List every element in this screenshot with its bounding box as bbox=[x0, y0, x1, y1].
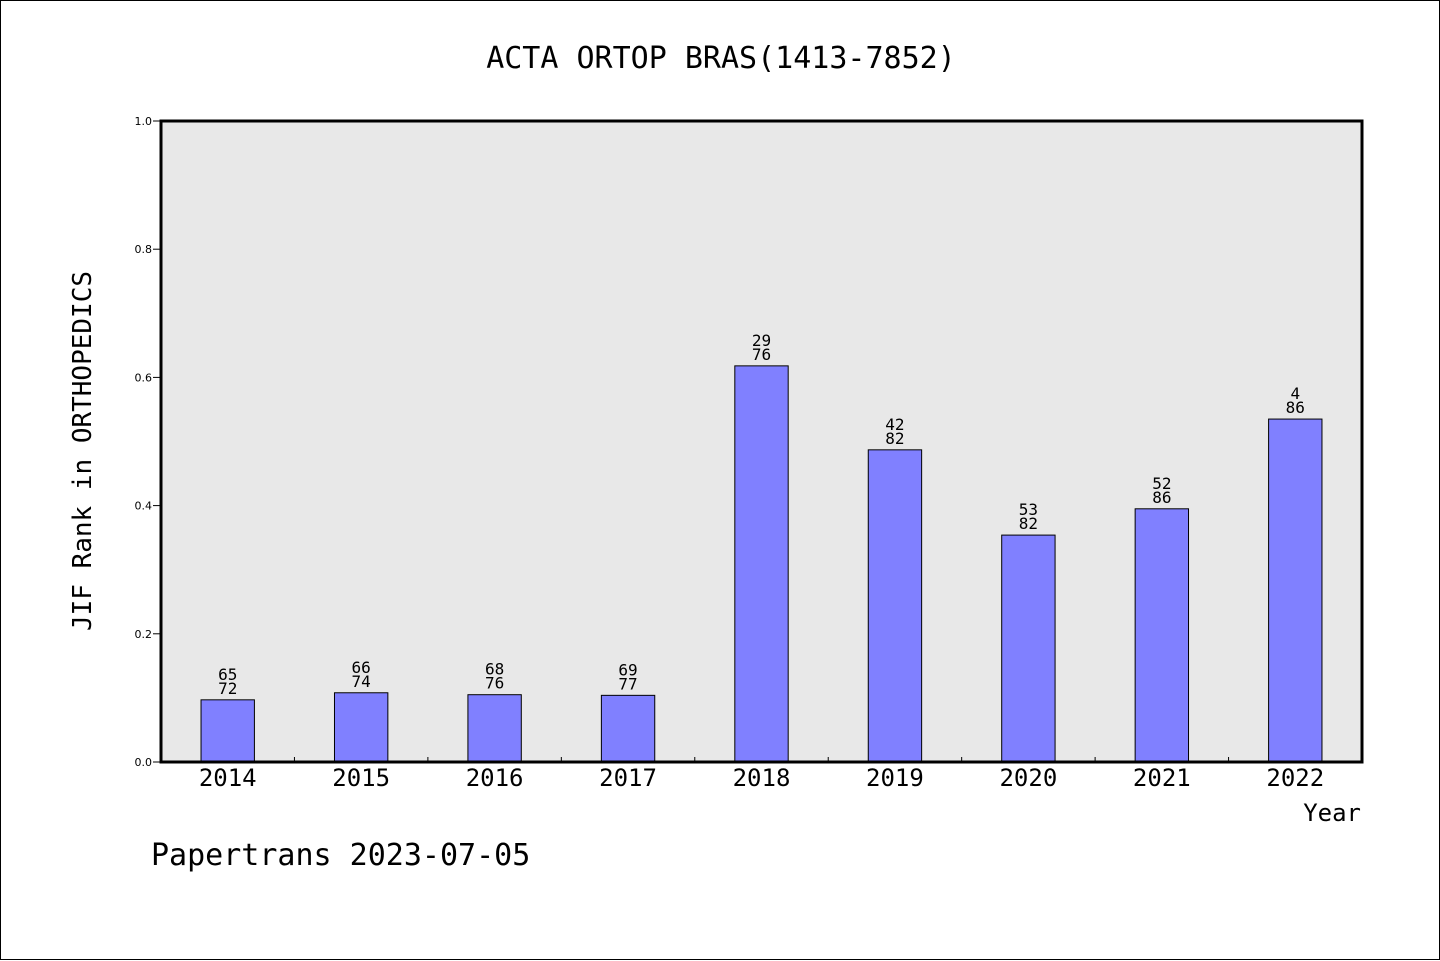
bar-2017 bbox=[600, 694, 656, 763]
bar-2021 bbox=[1134, 508, 1190, 763]
x-tick-label-2016: 2016 bbox=[466, 764, 524, 792]
plot-border bbox=[159, 119, 1364, 764]
data-label-total-2016: 76 bbox=[485, 674, 504, 693]
y-tick-label-0.0: 0.0 bbox=[135, 756, 153, 769]
y-tick-label-0.4: 0.4 bbox=[135, 500, 153, 513]
data-label-total-2022: 86 bbox=[1286, 398, 1305, 417]
data-label-total-2017: 77 bbox=[618, 674, 637, 693]
x-axis-label: Year bbox=[1303, 799, 1361, 827]
data-label-rank-2019: 42 bbox=[885, 415, 904, 434]
data-label-rank-2015: 66 bbox=[352, 658, 371, 677]
bar-2019 bbox=[867, 449, 923, 763]
y-tick-label-0.2: 0.2 bbox=[135, 628, 153, 641]
data-label-total-2019: 82 bbox=[885, 429, 904, 448]
x-tick-label-2020: 2020 bbox=[999, 764, 1057, 792]
x-tick-label-2021: 2021 bbox=[1133, 764, 1191, 792]
x-tick-label-2018: 2018 bbox=[733, 764, 791, 792]
data-label-rank-2017: 69 bbox=[618, 660, 637, 679]
data-label-rank-2014: 65 bbox=[218, 665, 237, 684]
bar-2015 bbox=[333, 692, 389, 763]
bar-2020 bbox=[1001, 534, 1056, 763]
y-tick-label-1.0: 1.0 bbox=[135, 115, 153, 128]
axis-ticks: 2014 2015 2016 2017 2018 2019 2020 2021 2022 0.0 0… bbox=[135, 115, 1325, 792]
y-tick-label-0.6: 0.6 bbox=[135, 371, 153, 384]
y-tick-label-0.8: 0.8 bbox=[135, 243, 153, 256]
x-tick-label-2014: 2014 bbox=[199, 764, 257, 792]
data-label-total-2018: 76 bbox=[752, 345, 771, 364]
data-label-total-2015: 74 bbox=[352, 672, 371, 691]
data-label-rank-2020: 53 bbox=[1019, 500, 1038, 519]
y-axis-label: JIF Rank in ORTHOPEDICS bbox=[68, 271, 98, 631]
bar-2018 bbox=[734, 365, 789, 763]
bar-2016 bbox=[467, 694, 522, 763]
data-label-rank-2022: 4 bbox=[1290, 384, 1300, 403]
x-tick-label-2022: 2022 bbox=[1266, 764, 1324, 792]
footer-watermark: Papertrans 2023-07-05 bbox=[151, 838, 530, 873]
data-label-rank-2018: 29 bbox=[752, 331, 771, 350]
x-tick-label-2017: 2017 bbox=[599, 764, 657, 792]
x-tick-label-2015: 2015 bbox=[332, 764, 390, 792]
chart-title: ACTA ORTOP BRAS(1413-7852) bbox=[486, 41, 956, 76]
x-tick-label-2019: 2019 bbox=[866, 764, 924, 792]
bar-2022 bbox=[1268, 418, 1323, 763]
data-label-total-2021: 86 bbox=[1152, 488, 1171, 507]
data-label-rank-2016: 68 bbox=[485, 660, 504, 679]
bar-2014 bbox=[200, 699, 255, 763]
data-label-rank-2021: 52 bbox=[1152, 474, 1171, 493]
data-label-total-2020: 82 bbox=[1019, 514, 1038, 533]
data-label-total-2014: 72 bbox=[218, 679, 237, 698]
